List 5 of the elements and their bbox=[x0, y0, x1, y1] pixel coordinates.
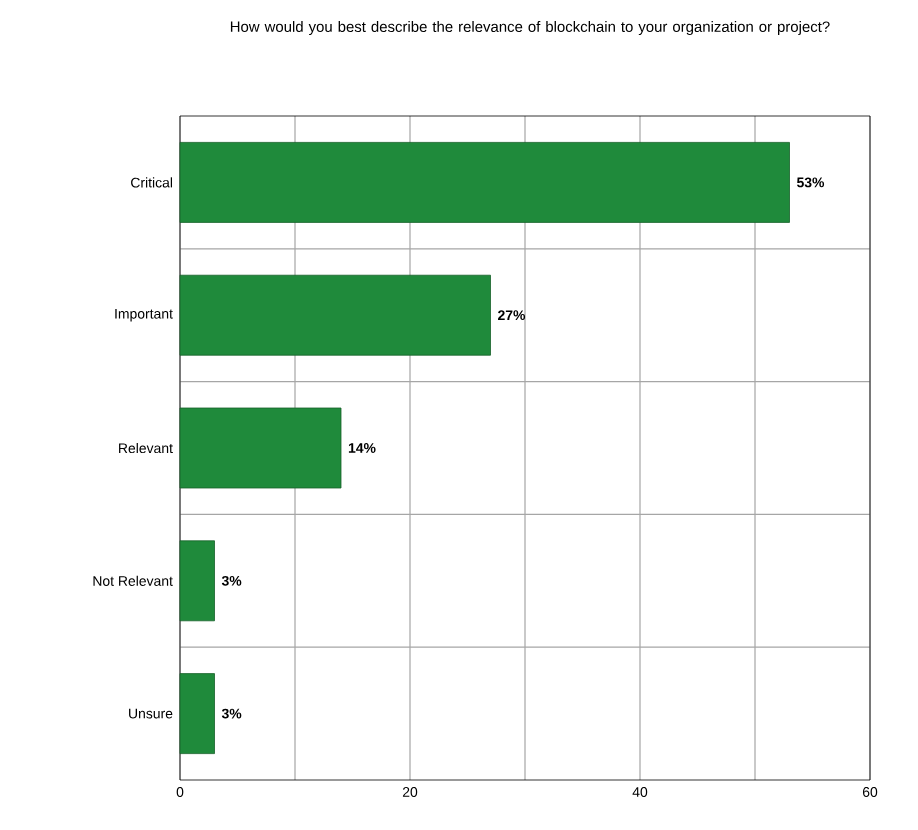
bar bbox=[179, 540, 215, 622]
bar bbox=[179, 142, 790, 223]
bar bbox=[179, 673, 215, 755]
bar bbox=[179, 407, 342, 489]
bar bbox=[179, 274, 491, 356]
